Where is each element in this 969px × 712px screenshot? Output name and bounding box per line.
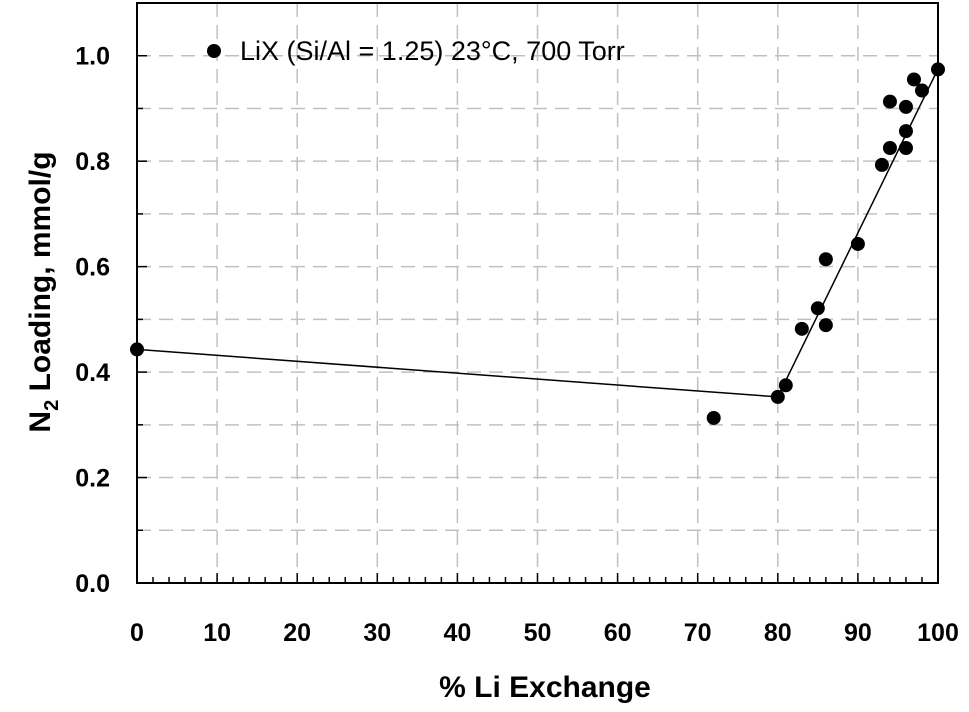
y-tick-label: 0.4 <box>75 359 110 387</box>
data-point <box>898 99 913 114</box>
grid <box>137 3 938 583</box>
x-tick-label: 90 <box>844 619 872 647</box>
tick-labels: 0 10 20 30 40 50 60 70 80 90 100 0.0 0.2 0.4 0.6 0.8 1.0 <box>75 43 959 647</box>
x-tick-label: 70 <box>684 619 712 647</box>
data-point <box>818 252 833 267</box>
x-axis-title: % Li Exchange <box>439 671 651 704</box>
data-point <box>914 83 929 98</box>
data-point <box>778 378 793 393</box>
axes <box>136 2 939 584</box>
y-tick-label: 0.8 <box>75 148 110 176</box>
data-point <box>882 94 897 109</box>
legend: LiX (Si/Al = 1.25) 23°C, 700 Torr <box>207 36 625 66</box>
legend-label: LiX (Si/Al = 1.25) 23°C, 700 Torr <box>240 36 625 66</box>
x-tick-label: 60 <box>604 619 632 647</box>
data-point <box>794 321 809 336</box>
x-tick-label: 20 <box>283 619 311 647</box>
x-tick-label: 10 <box>203 619 231 647</box>
data-point <box>906 72 921 87</box>
data-point <box>882 141 897 155</box>
y-axis-title: N2 Loading, mmol/g <box>24 151 63 432</box>
data-point <box>898 141 913 155</box>
y-tick-label: 0.2 <box>75 465 110 493</box>
x-tick-label: 0 <box>130 619 144 647</box>
legend-marker <box>207 44 221 58</box>
x-tick-label: 100 <box>917 619 959 647</box>
y-tick-label: 0.0 <box>75 570 110 598</box>
y-tick-label: 1.0 <box>75 43 110 71</box>
y-tick-label: 0.6 <box>75 254 110 282</box>
data-point <box>874 157 889 172</box>
data-point <box>931 62 945 77</box>
data-point <box>770 389 785 404</box>
data-point <box>130 342 144 357</box>
x-tick-label: 40 <box>443 619 471 647</box>
data-points <box>130 62 945 425</box>
data-point <box>706 410 721 425</box>
x-tick-label: 30 <box>363 619 391 647</box>
x-tick-label: 80 <box>764 619 792 647</box>
data-point <box>850 236 865 251</box>
data-point <box>818 318 833 333</box>
x-tick-label: 50 <box>524 619 552 647</box>
data-point <box>810 301 825 316</box>
data-point <box>898 124 913 139</box>
